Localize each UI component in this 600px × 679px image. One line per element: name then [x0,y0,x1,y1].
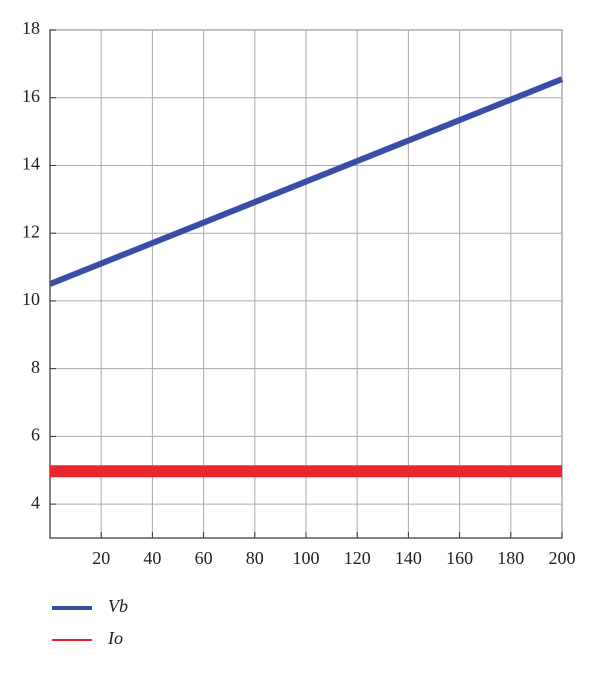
y-tick-label: 8 [31,357,40,377]
y-tick-label: 18 [22,18,40,38]
x-tick-label: 180 [497,548,524,568]
y-tick-label: 16 [22,86,40,106]
x-tick-label: 40 [143,548,161,568]
legend-label: Vb [108,596,128,616]
x-tick-label: 20 [92,548,110,568]
x-tick-label: 200 [549,548,576,568]
legend-label: Io [107,628,123,648]
x-tick-label: 120 [344,548,371,568]
y-tick-label: 4 [31,492,40,512]
x-tick-label: 140 [395,548,422,568]
y-tick-label: 12 [22,221,40,241]
series-line [48,76,564,287]
y-tick-label: 6 [31,425,40,445]
x-tick-label: 60 [195,548,213,568]
y-tick-label: 10 [22,289,40,309]
y-tick-label: 14 [22,154,40,174]
x-tick-label: 100 [293,548,320,568]
x-tick-label: 160 [446,548,473,568]
x-tick-label: 80 [246,548,264,568]
